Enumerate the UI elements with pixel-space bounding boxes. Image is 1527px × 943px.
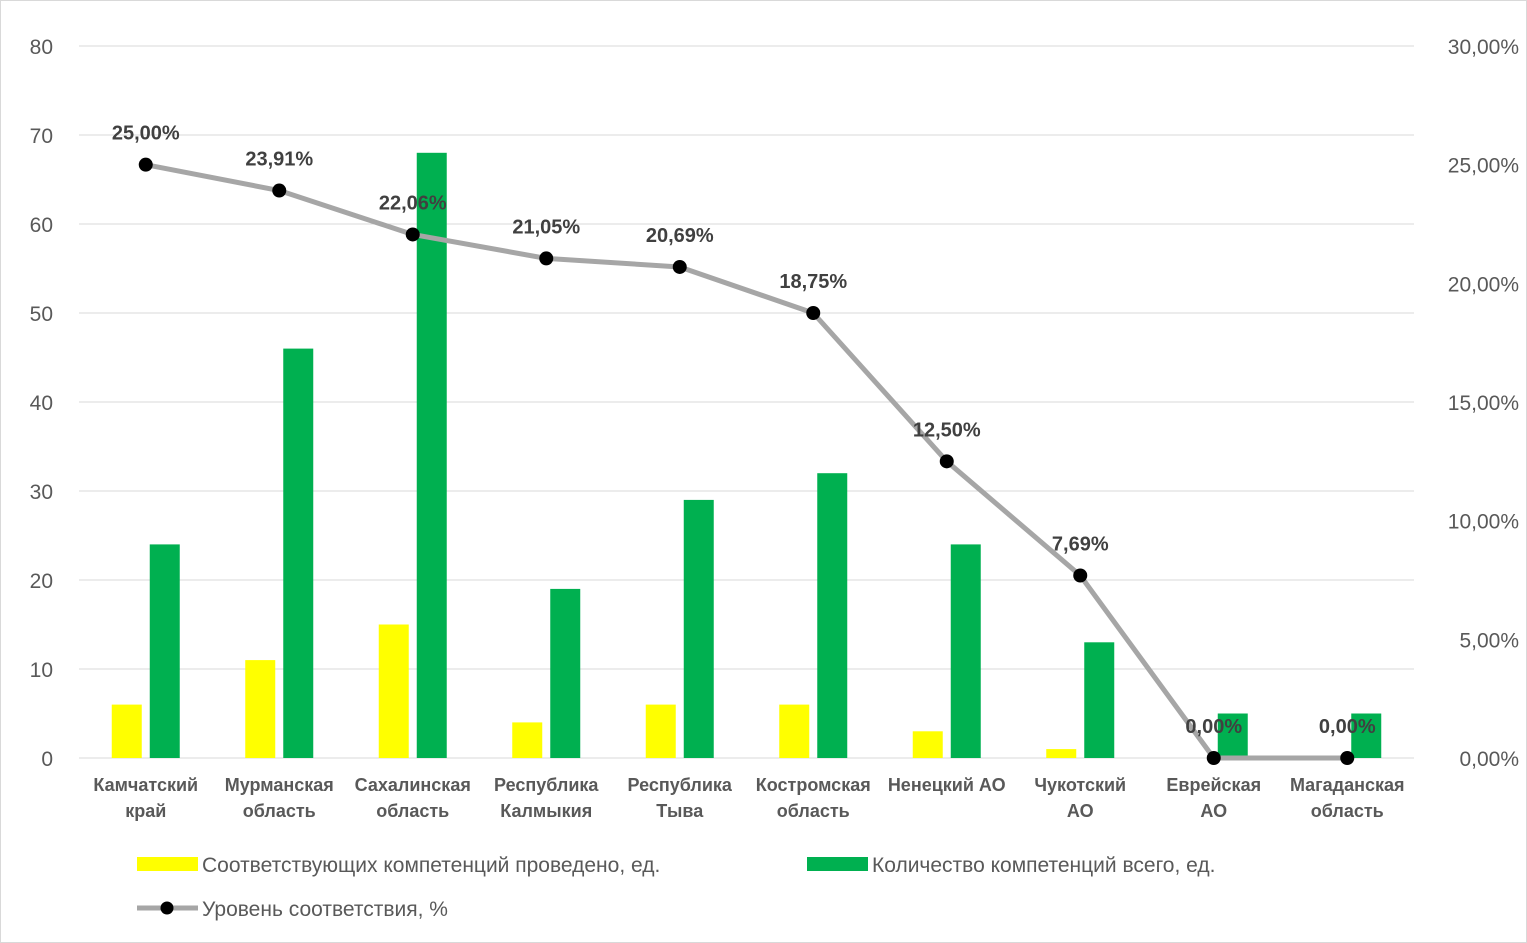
data-label: 12,50% (913, 419, 981, 441)
line-marker (1340, 751, 1355, 765)
right-axis-ticks: 0,00% 5,00% 10,00% 15,00% 20,00% 25,00% 30,00% (1448, 36, 1519, 771)
category-label: АО (1067, 801, 1094, 821)
bar-provedeno (645, 704, 676, 758)
right-tick-label: 30,00% (1448, 36, 1519, 59)
legend-label-provedeno: Соответствующих компетенций проведено, е… (202, 854, 660, 877)
line-marker (405, 227, 420, 242)
legend-swatch-provedeno (137, 857, 198, 871)
line-uroven (145, 162, 1348, 761)
right-tick-label: 10,00% (1448, 511, 1519, 534)
category-label: Калмыкия (500, 801, 592, 821)
category-label: Магаданская (1290, 775, 1405, 795)
category-label: Тыва (656, 801, 704, 821)
bar-vsego (683, 499, 714, 758)
legend-label-vsego: Количество компетенций всего, ед. (872, 854, 1215, 877)
bar-vsego (817, 473, 848, 758)
category-labels: Камчатский край Мурманская область Сахалинск… (93, 775, 1404, 821)
line-marker (272, 183, 287, 198)
bar-vsego (149, 544, 180, 758)
bar-provedeno (779, 704, 810, 758)
bar-provedeno (912, 731, 943, 758)
category-label: Чукотский (1034, 775, 1126, 795)
left-tick-label: 80 (30, 36, 53, 59)
bar-provedeno (378, 624, 409, 758)
data-label: 20,69% (646, 225, 714, 247)
line-marker (806, 306, 821, 320)
line-marker (138, 157, 153, 172)
category-label: Сахалинская (355, 775, 471, 795)
data-label: 0,00% (1319, 716, 1376, 738)
right-tick-label: 0,00% (1459, 748, 1519, 771)
category-label: Мурманская (225, 775, 334, 795)
category-label: Камчатский (93, 775, 198, 795)
category-label: Еврейская (1166, 775, 1261, 795)
bar-provedeno (245, 660, 276, 758)
line-marker (1206, 751, 1221, 765)
left-axis-ticks: 0 10 20 30 40 50 60 70 80 (30, 36, 53, 771)
line-marker (939, 454, 954, 469)
data-label: 25,00% (112, 123, 180, 145)
line-series (138, 157, 1355, 765)
data-label: 21,05% (512, 216, 580, 238)
category-label: Республика (494, 775, 599, 795)
data-label: 18,75% (779, 271, 847, 293)
category-label: край (125, 801, 166, 821)
bar-vsego (950, 544, 981, 758)
legend-label-uroven: Уровень соответствия, % (202, 898, 448, 921)
bar-vsego (1084, 642, 1115, 758)
line-marker (539, 251, 554, 266)
bar-vsego (550, 588, 581, 758)
category-label: область (1311, 801, 1384, 821)
legend: Соответствующих компетенций проведено, е… (137, 854, 1215, 921)
category-label: Ненецкий АО (888, 775, 1006, 795)
data-label: 23,91% (245, 149, 313, 171)
data-label: 22,06% (379, 192, 447, 214)
category-label: область (376, 801, 449, 821)
legend-marker-uroven (160, 901, 174, 915)
right-tick-label: 20,00% (1448, 273, 1519, 296)
bar-provedeno (512, 722, 543, 758)
bar-vsego (1217, 713, 1248, 758)
right-tick-label: 15,00% (1448, 392, 1519, 415)
bar-vsego (1351, 713, 1382, 758)
bar-provedeno (111, 704, 142, 758)
line-marker (672, 259, 687, 274)
category-label: АО (1200, 801, 1227, 821)
category-label: область (243, 801, 316, 821)
left-tick-label: 30 (30, 481, 53, 504)
left-tick-label: 60 (30, 214, 53, 237)
right-tick-label: 5,00% (1459, 629, 1519, 652)
data-label: 7,69% (1052, 533, 1109, 555)
left-tick-label: 50 (30, 303, 53, 326)
data-label: 0,00% (1185, 716, 1242, 738)
category-label: Костромская (756, 775, 871, 795)
bar-provedeno (1046, 749, 1077, 758)
left-tick-label: 40 (30, 392, 53, 415)
left-tick-label: 10 (30, 659, 53, 682)
bars (111, 152, 1382, 759)
left-tick-label: 20 (30, 570, 53, 593)
right-tick-label: 25,00% (1448, 155, 1519, 178)
bar-vsego (416, 152, 447, 759)
line-marker (1073, 568, 1088, 583)
category-label: Республика (628, 775, 733, 795)
data-labels: 25,00% 23,91% 22,06% 21,05% 20,69% 18,75% 12,5… (112, 123, 1376, 738)
legend-swatch-vsego (807, 857, 868, 871)
left-tick-label: 0 (41, 748, 53, 771)
bar-vsego (283, 348, 314, 758)
category-label: область (777, 801, 850, 821)
left-tick-label: 70 (30, 125, 53, 148)
